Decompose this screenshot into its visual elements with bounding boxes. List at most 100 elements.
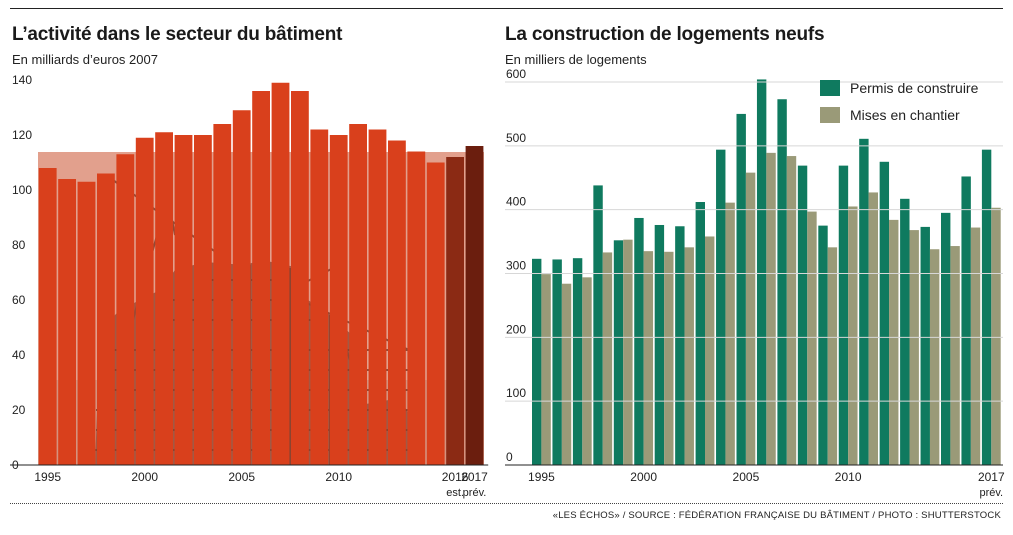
right-xtick-sublabel: prév. [979,487,1003,499]
right-ytick-label: 300 [506,259,526,273]
permis-bar-2006 [756,79,767,466]
permis-bar-2008 [797,165,808,465]
permis-bar-2015 [941,212,951,465]
source-note: «LES ÉCHOS» / SOURCE : FÉDÉRATION FRANÇA… [552,510,1001,521]
mises-bar-2008 [807,211,817,465]
permis-bar-2012 [879,161,890,465]
right-xtick-label: 2017 [978,470,1005,484]
left-xtick-label: 2005 [228,470,255,484]
legend-swatch-mises [820,107,840,123]
mises-bar-2015 [950,246,960,465]
right-ytick-label: 200 [506,322,526,336]
right-ytick-label: 400 [506,195,526,209]
mises-bar-2011 [868,192,878,465]
mises-bar-2005 [745,172,756,466]
permis-bar-2002 [675,226,685,465]
mises-bar-2009 [827,247,838,465]
left-bar-2007 [271,82,290,465]
permis-bar-1995 [532,258,542,465]
right-xtick-label: 2010 [835,470,862,484]
left-bar-2003 [194,135,212,465]
left-bar-2015 [426,162,445,465]
permis-bar-2000 [634,217,644,465]
right-ytick-label: 0 [506,450,513,464]
mises-bar-2017 [991,207,1001,466]
permis-bar-2004 [716,149,726,465]
mises-bar-2004 [725,202,735,465]
left-ytick-label: 140 [12,73,32,87]
left-chart-subtitle: En milliards d’euros 2007 [12,52,158,67]
right-bars-group [532,79,1001,466]
permis-bar-2013 [900,198,910,465]
permis-bar-1997 [572,258,583,465]
left-bar-2017 [465,146,484,465]
left-bar-1995 [38,168,57,465]
left-bar-1998 [97,173,115,465]
left-bar-2005 [232,110,251,465]
mises-bar-2016 [970,227,981,465]
left-bar-1997 [77,181,96,465]
mises-bar-1997 [582,277,592,465]
mises-bar-1995 [541,274,551,465]
right-legend: Permis de construire Mises en chantier [820,80,979,123]
left-ytick-label: 80 [12,238,26,252]
permis-bar-2001 [654,224,665,465]
permis-bar-1996 [552,259,562,465]
left-bar-2002 [174,135,193,465]
left-bar-2008 [291,91,309,465]
legend-swatch-permis [820,80,840,96]
left-bar-2000 [135,137,154,465]
permis-bar-2014 [920,226,930,465]
permis-bar-2010 [838,165,849,465]
left-ytick-label: 60 [12,293,26,307]
mises-bar-2000 [643,251,654,465]
left-ytick-label: 40 [12,348,26,362]
top-rule [10,8,1003,9]
permis-bar-1998 [593,185,603,465]
permis-bar-2009 [818,225,828,465]
left-xtick-label: 2000 [131,470,158,484]
mises-bar-1998 [602,252,613,465]
left-bar-2009 [310,129,329,465]
right-axis-group: 0 100 200 300 400 500 600 1995 2000 2005 2010 2017 p… [505,67,1005,499]
mises-bar-2001 [664,251,674,465]
left-chart-title: L’activité dans le secteur du bâtiment [12,24,343,45]
left-ytick-label: 20 [12,403,26,417]
left-bars-group [38,82,484,465]
mises-bar-2002 [684,247,694,465]
left-bar-2010 [329,135,348,465]
left-ytick-label: 100 [12,183,32,197]
legend-label-permis: Permis de construire [850,80,979,96]
left-bar-2004 [213,124,232,465]
left-bar-2011 [349,124,367,465]
left-xtick-label: 2017 [461,470,488,484]
right-xtick-label: 2000 [630,470,657,484]
mises-bar-1996 [561,283,572,465]
left-xtick-sublabel: prév. [463,487,487,499]
left-bar-2016 [446,157,464,465]
left-bar-2006 [252,91,270,465]
mises-bar-2006 [766,152,776,466]
permis-bar-2011 [859,138,869,466]
left-xtick-sublabel: est. [446,487,464,499]
left-bar-2012 [368,129,387,465]
bottom-rule [10,503,1003,504]
mises-bar-2012 [889,219,899,465]
right-ytick-label: 600 [506,67,526,81]
mises-bar-2013 [909,230,919,465]
permis-bar-2007 [777,99,787,466]
left-bar-2001 [155,132,173,465]
legend-label-mises: Mises en chantier [850,107,960,123]
left-bar-1996 [58,179,76,465]
left-xtick-label: 1995 [34,470,61,484]
mises-bar-2014 [929,249,940,465]
left-bar-2013 [388,140,406,465]
permis-bar-1999 [613,240,624,465]
left-bar-2014 [407,151,426,465]
left-ytick-label: 120 [12,128,32,142]
left-xtick-label: 2010 [325,470,352,484]
right-ytick-label: 500 [506,131,526,145]
right-chart-subtitle: En milliers de logements [505,52,647,67]
